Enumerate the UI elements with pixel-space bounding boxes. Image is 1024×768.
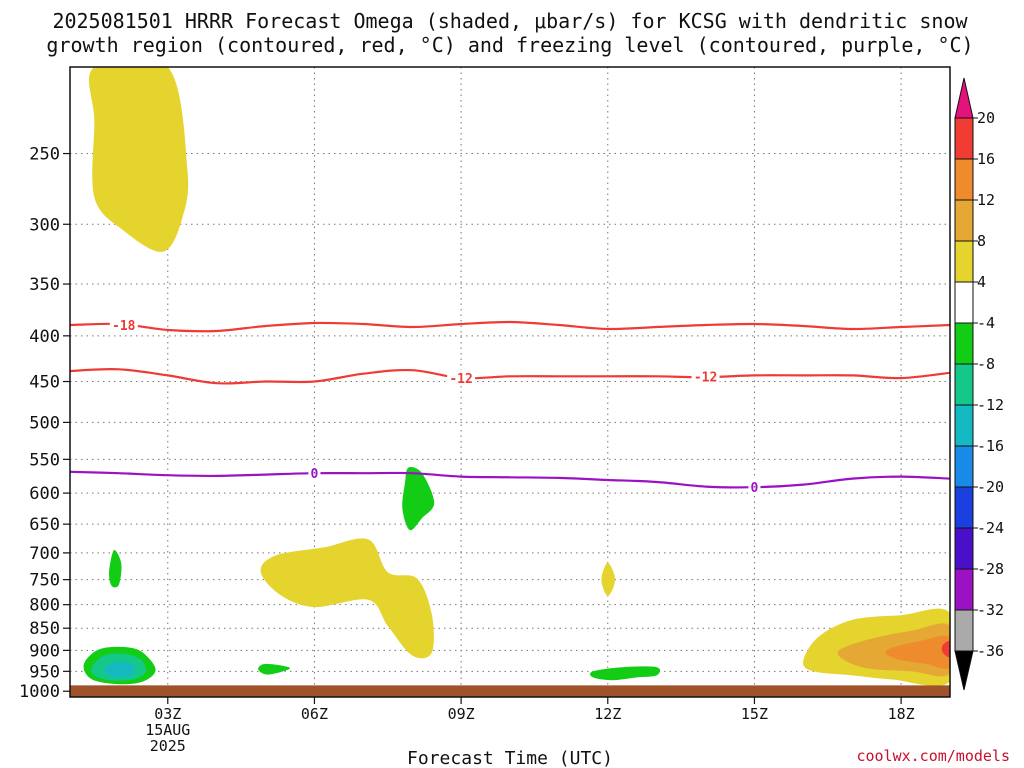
colorbar-bin (954, 363, 974, 406)
omega-region-ascent-12z (601, 562, 616, 596)
colorbar-over-triangle (954, 77, 974, 119)
y-tick-label: 400 (29, 327, 60, 347)
colorbar-bin (954, 609, 974, 652)
colorbar-bin (954, 158, 974, 201)
x-tick-label: 09Z (448, 705, 475, 723)
colorbar: 20 16 12 8 4 -4 -8 -12 -16 -20 -24 -28 -32 -36 (954, 77, 1004, 691)
colorbar-tick-label: -8 (977, 355, 995, 373)
y-tick-label: 500 (29, 413, 60, 433)
colorbar-tick-label: 20 (977, 109, 995, 127)
colorbar-tick-label: -4 (977, 314, 995, 332)
x-tick-label: 06Z (301, 705, 328, 723)
y-tick-label: 650 (29, 515, 60, 535)
contour-label-dendritic-snow-growth: -18 (112, 319, 136, 334)
contour-lines: -18 -12 -12 0 0 (70, 317, 950, 496)
x-axis-label: Forecast Time (UTC) (407, 748, 613, 768)
contour-label-dendritic-snow-growth: -12 (694, 370, 717, 385)
omega-region-descent-12z (590, 666, 661, 681)
omega-region-lower-ascent-18z (941, 641, 950, 658)
colorbar-tick-label: 16 (977, 150, 995, 168)
y-tick-label: 1000 (19, 682, 60, 702)
y-tick-label: 550 (29, 450, 60, 470)
colorbar-tick-label: 12 (977, 191, 995, 209)
colorbar-tick-label: -24 (977, 519, 1004, 537)
omega-region-mid-ascent (260, 538, 434, 659)
contour-label-dendritic-snow-growth: -12 (449, 372, 472, 387)
colorbar-bin (954, 322, 974, 365)
contour-label-freezing-level: 0 (311, 467, 319, 482)
y-tick-label: 300 (29, 215, 60, 235)
y-tick-label: 350 (29, 275, 60, 295)
colorbar-bin (954, 486, 974, 529)
colorbar-tick-label: 4 (977, 273, 986, 291)
contour-label-background (748, 479, 761, 496)
colorbar-tick-label: -36 (977, 642, 1004, 660)
chart-title-line-2: growth region (contoured, red, °C) and f… (46, 33, 973, 57)
contour-label-background (691, 368, 720, 385)
omega-region-lower-ascent-18z (885, 635, 950, 669)
contour-label-background (308, 465, 321, 482)
colorbar-bin (954, 281, 974, 324)
colorbar-under-triangle (954, 650, 974, 691)
y-tick-label: 750 (29, 571, 60, 591)
y-tick-label: 900 (29, 641, 60, 661)
colorbar-bin (954, 527, 974, 570)
omega-region-descent-02z-upper (109, 549, 122, 588)
colorbar-tick-label: -28 (977, 560, 1004, 578)
x-tick-label: 15Z (741, 705, 768, 723)
colorbar-tick-label: 8 (977, 232, 986, 250)
colorbar-tick-label: -32 (977, 601, 1004, 619)
colorbar-bin (954, 404, 974, 447)
contour-freezing-level-line (70, 470, 950, 489)
y-tick-label: 850 (29, 619, 60, 639)
colorbar-bin (954, 445, 974, 488)
y-axis-pressure: 2503003504004505005506006507007508008509… (19, 145, 70, 702)
colorbar-tick-label: -20 (977, 478, 1004, 496)
plot-area: -18 -12 -12 0 0 (69, 66, 951, 698)
colorbar-bin (954, 199, 974, 242)
colorbar-bin (954, 568, 974, 611)
contour-dendritic-snow-growth-line (70, 368, 950, 385)
colorbar-bin (954, 117, 974, 160)
colorbar-bin (954, 240, 974, 283)
contour-label-freezing-level: 0 (751, 481, 759, 496)
y-tick-label: 800 (29, 596, 60, 616)
watermark: coolwx.com/models (856, 747, 1010, 765)
x-tick-label: 03Z (154, 705, 181, 723)
omega-region-descent-08z (402, 467, 435, 531)
x-tick-label: 18Z (888, 705, 915, 723)
colorbar-tick-label: -16 (977, 437, 1004, 455)
y-tick-label: 600 (29, 484, 60, 504)
chart-title-line-1: 2025081501 HRRR Forecast Omega (shaded, … (52, 9, 968, 33)
y-tick-label: 450 (29, 373, 60, 393)
y-tick-label: 250 (29, 145, 60, 165)
omega-region-upper-ascent (89, 67, 189, 252)
ground-strip (70, 685, 950, 697)
y-tick-label: 700 (29, 544, 60, 564)
y-tick-label: 950 (29, 662, 60, 682)
omega-region-descent-02z (103, 661, 136, 678)
x-tick-label: 15AUG (145, 721, 190, 739)
contour-label-background (447, 370, 476, 387)
omega-region-descent-05z (258, 663, 291, 675)
x-tick-label: 2025 (150, 737, 186, 755)
colorbar-tick-label: -12 (977, 396, 1004, 414)
contour-dendritic-snow-growth-line (70, 320, 950, 333)
contour-label-background (109, 317, 138, 334)
omega-shading (83, 67, 950, 686)
x-tick-label: 12Z (594, 705, 621, 723)
